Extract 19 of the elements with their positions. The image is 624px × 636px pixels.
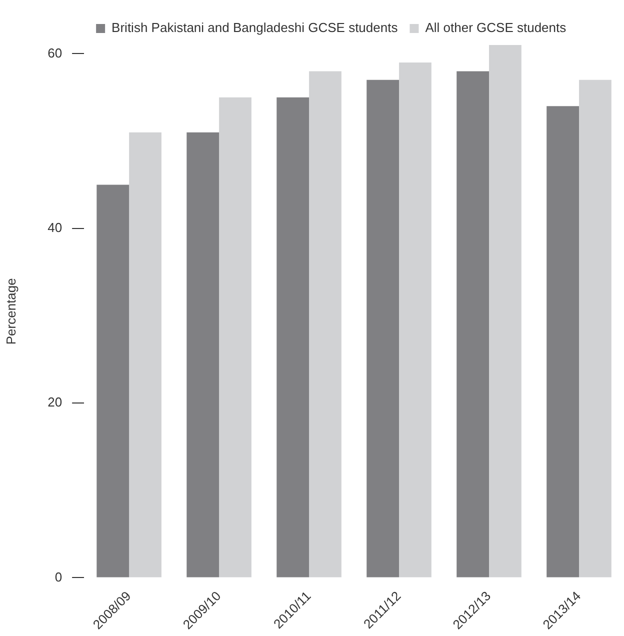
y-tick-label: 0 [54, 569, 62, 584]
bar [456, 71, 490, 578]
legend-label: All other GCSE students [425, 20, 567, 36]
y-tick-label: 40 [48, 220, 62, 235]
y-tick-label: 60 [48, 45, 62, 60]
y-axis-title: Percentage [3, 278, 18, 345]
bar [276, 97, 310, 578]
y-tick-label: 20 [48, 394, 62, 410]
bar [399, 62, 432, 578]
legend-label: British Pakistani and Bangladeshi GCSE students [112, 20, 398, 36]
bar [186, 132, 220, 578]
bar [309, 71, 342, 578]
bar [489, 45, 522, 578]
bar [579, 80, 612, 578]
bar [219, 97, 252, 578]
bar [366, 80, 400, 578]
bar [546, 106, 580, 578]
bar [129, 132, 162, 578]
bar [96, 184, 130, 578]
